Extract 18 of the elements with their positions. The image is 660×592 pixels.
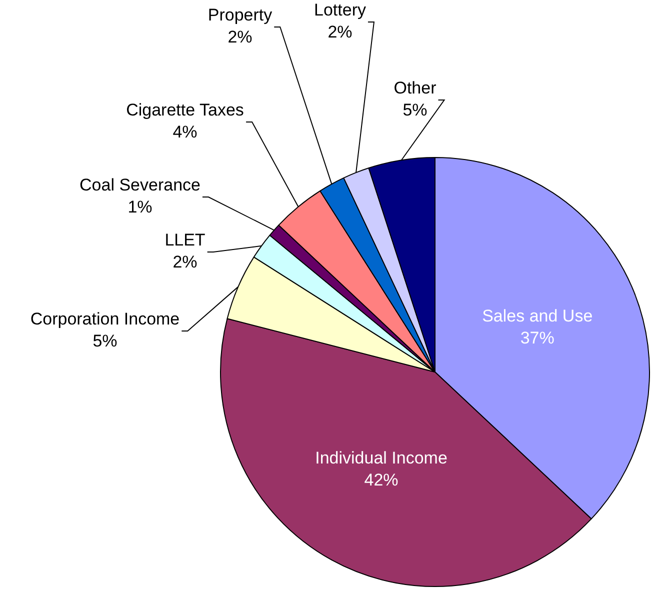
slice-label: Coal Severance: [80, 176, 200, 195]
slice-label: Cigarette Taxes: [126, 100, 244, 120]
data-label: 37%: [520, 328, 554, 348]
data-label: 2%: [228, 28, 252, 47]
slice-label: Corporation Income: [30, 310, 180, 329]
slice-label: Property: [208, 6, 273, 25]
slice-label: Other: [394, 78, 437, 98]
slice-label: Lottery: [314, 0, 366, 20]
data-label: 4%: [172, 122, 198, 142]
data-label: 2%: [328, 22, 352, 42]
data-label: 42%: [364, 470, 398, 490]
slice-label: Sales and Use: [482, 306, 593, 326]
data-label: 1%: [128, 198, 152, 217]
slice-label: LLET: [164, 230, 206, 250]
data-label: 2%: [172, 252, 198, 272]
data-label: 5%: [92, 332, 118, 351]
data-label: 5%: [402, 100, 428, 120]
slice-label: Individual Income: [315, 448, 448, 468]
